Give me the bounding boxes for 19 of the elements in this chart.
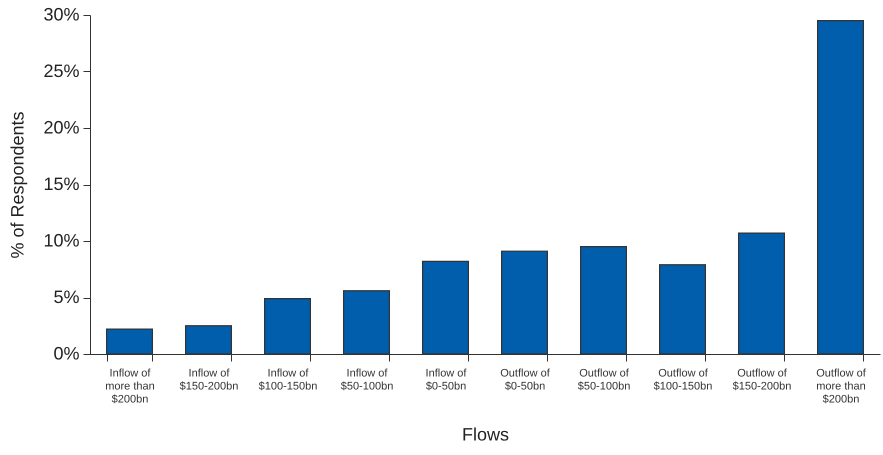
y-tick-label: 5%: [53, 287, 80, 307]
y-tick-label: 15%: [43, 174, 80, 194]
y-tick-label: 30%: [43, 4, 80, 24]
x-tick-label: Inflow of $50-100bn: [340, 368, 394, 392]
x-tick-label: Inflow of more than $200bn: [105, 368, 155, 406]
y-tick-label: 10%: [43, 230, 80, 250]
x-axis-title: Flows: [462, 424, 510, 444]
x-tick-label: Outflow of $50-100bn: [578, 368, 630, 392]
x-tick-label: Outflow of more than $200bn: [816, 368, 867, 406]
y-tick-label: 25%: [43, 61, 80, 81]
x-tick-label: Inflow of $0-50bn: [426, 368, 468, 392]
y-tick-label: 0%: [53, 344, 80, 364]
y-axis-title: % of Respondents: [7, 111, 28, 259]
x-tick-label: Outflow of $150-200bn: [732, 368, 792, 392]
y-tick-label: 20%: [43, 118, 80, 138]
x-tick-label: Inflow of $150-200bn: [180, 368, 238, 392]
x-tick-label: Outflow of $100-150bn: [654, 368, 712, 392]
x-tick-label: Inflow of $100-150bn: [258, 368, 318, 392]
x-tick-label: Outflow of $0-50bn: [500, 368, 551, 392]
